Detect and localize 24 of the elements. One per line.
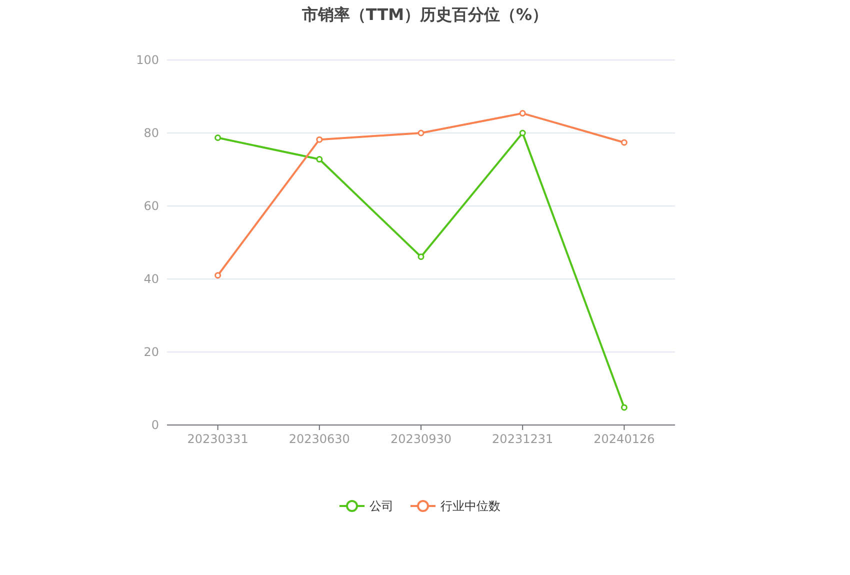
x-tick-label: 20240126 xyxy=(594,432,655,446)
y-tick-label: 0 xyxy=(151,418,159,432)
x-tick-label: 20231231 xyxy=(492,432,554,446)
point xyxy=(418,253,424,260)
legend-label: 公司 xyxy=(370,499,394,513)
legend-label: 行业中位数 xyxy=(440,499,500,513)
point xyxy=(519,110,526,117)
y-tick-label: 80 xyxy=(144,126,159,140)
y-tick-label: 20 xyxy=(144,345,159,359)
point xyxy=(418,130,424,136)
point xyxy=(620,404,628,411)
x-tick-label: 20230630 xyxy=(288,432,350,446)
chart-title: 市销率（TTM）历史百分位（%） xyxy=(300,5,548,24)
y-tick-label: 100 xyxy=(136,53,159,67)
point xyxy=(316,136,323,143)
point xyxy=(214,134,222,141)
x-tick-label: 20230331 xyxy=(187,432,248,446)
point xyxy=(620,139,628,146)
point xyxy=(519,130,526,136)
y-tick-label: 40 xyxy=(144,272,159,286)
x-tick-label: 20230930 xyxy=(390,432,452,446)
y-tick-label: 60 xyxy=(144,199,159,213)
point xyxy=(214,272,222,279)
point xyxy=(316,156,323,163)
